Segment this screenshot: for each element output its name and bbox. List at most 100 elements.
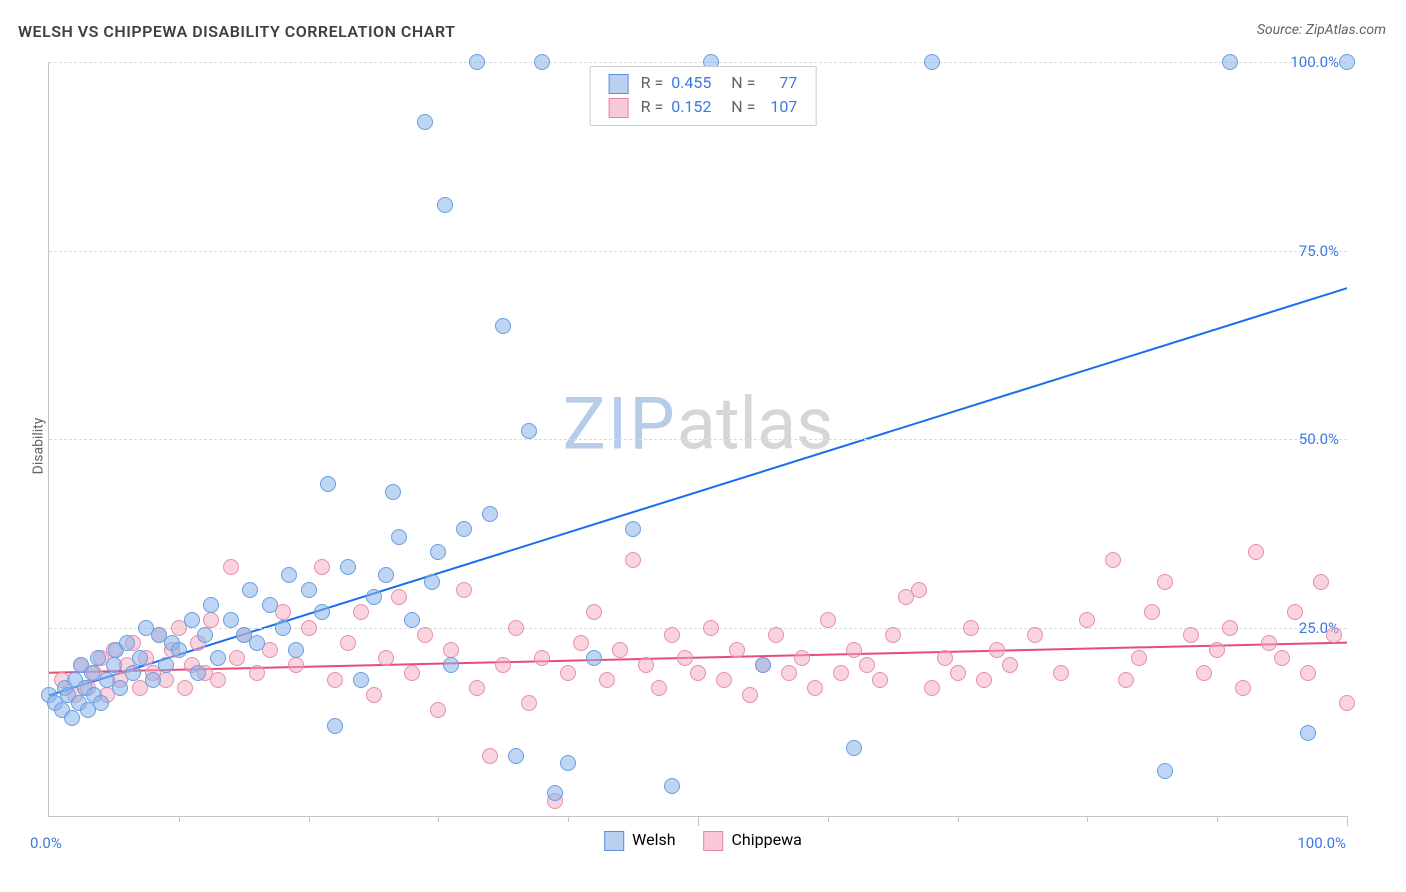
chippewa-point [1300,665,1316,681]
chippewa-point [885,627,901,643]
y-tick-label: 100.0% [1290,53,1339,71]
stats-row-chippewa: R = 0.152 N = 107 [605,95,802,119]
welsh-point [495,318,511,334]
chippewa-point [781,665,797,681]
chippewa-point [664,627,680,643]
chippewa-point [210,672,226,688]
welsh-point [314,604,330,620]
chippewa-point [249,665,265,681]
welsh-point [1300,725,1316,741]
stats-row-welsh: R = 0.455 N = 77 [605,71,802,95]
chippewa-point [1053,665,1069,681]
chippewa-r-value: 0.152 [667,95,727,119]
welsh-point [417,114,433,130]
chippewa-point [353,604,369,620]
welsh-point [242,582,258,598]
legend-item-chippewa: Chippewa [704,830,802,849]
welsh-point [521,423,537,439]
welsh-point [755,657,771,673]
chippewa-point [1105,552,1121,568]
chippewa-point [937,650,953,666]
welsh-point [158,657,174,673]
chippewa-point [794,650,810,666]
welsh-r-value: 0.455 [667,71,727,95]
chippewa-point [203,612,219,628]
welsh-point [547,785,563,801]
x-tick [438,816,439,822]
welsh-point [203,597,219,613]
chippewa-point [833,665,849,681]
chippewa-point [768,627,784,643]
chippewa-point [950,665,966,681]
chippewa-point [1196,665,1212,681]
chippewa-swatch-icon [609,98,629,118]
y-gridline [49,251,1347,252]
chippewa-point [314,559,330,575]
chippewa-point [1222,620,1238,636]
chippewa-point [989,642,1005,658]
chippewa-swatch-icon [704,831,724,851]
welsh-label: Welsh [632,830,675,849]
n-label: N = [727,71,759,95]
chippewa-point [340,635,356,651]
welsh-point [112,680,128,696]
source-name: ZipAtlas.com [1306,22,1386,38]
chippewa-point [404,665,420,681]
welsh-point [404,612,420,628]
welsh-point [119,635,135,651]
welsh-point [385,484,401,500]
chippewa-point [1313,574,1329,590]
welsh-point [366,589,382,605]
chippewa-point [690,665,706,681]
chippewa-point [1248,544,1264,560]
chippewa-point [495,657,511,673]
chippewa-point [1287,604,1303,620]
chippewa-point [1079,612,1095,628]
y-gridline [49,439,1347,440]
chippewa-point [223,559,239,575]
welsh-point [275,620,291,636]
chippewa-point [963,620,979,636]
chippewa-point [859,657,875,673]
x-tick [1087,816,1088,822]
welsh-point [327,718,343,734]
chippewa-point [729,642,745,658]
welsh-point [249,635,265,651]
welsh-point [197,627,213,643]
chippewa-point [651,680,667,696]
y-tick-label: 75.0% [1299,242,1339,260]
welsh-point [190,665,206,681]
chippewa-point [378,650,394,666]
chippewa-label: Chippewa [732,830,802,849]
welsh-point [93,695,109,711]
welsh-point [1157,763,1173,779]
chippewa-point [1326,627,1342,643]
welsh-point [378,567,394,583]
y-gridline [49,62,1347,63]
welsh-point [443,657,459,673]
welsh-point [508,748,524,764]
chippewa-point [430,702,446,718]
chippewa-point [1261,635,1277,651]
welsh-point [223,612,239,628]
source-prefix: Source: [1257,22,1306,38]
chippewa-point [1339,695,1355,711]
chippewa-point [1002,657,1018,673]
welsh-point [534,54,550,70]
welsh-point [281,567,297,583]
chippewa-point [1131,650,1147,666]
n-label: N = [727,95,759,119]
welsh-point [424,574,440,590]
welsh-n-value: 77 [759,71,801,95]
chippewa-point [638,657,654,673]
x-tick [1217,816,1218,822]
welsh-point [625,521,641,537]
welsh-point [90,650,106,666]
chippewa-point [1209,642,1225,658]
welsh-point [184,612,200,628]
chippewa-point [417,627,433,643]
x-tick [309,816,310,822]
chippewa-point [1118,672,1134,688]
welsh-point [320,476,336,492]
plot-area: ZIPatlas 25.0%50.0%75.0%100.0% [48,62,1347,817]
